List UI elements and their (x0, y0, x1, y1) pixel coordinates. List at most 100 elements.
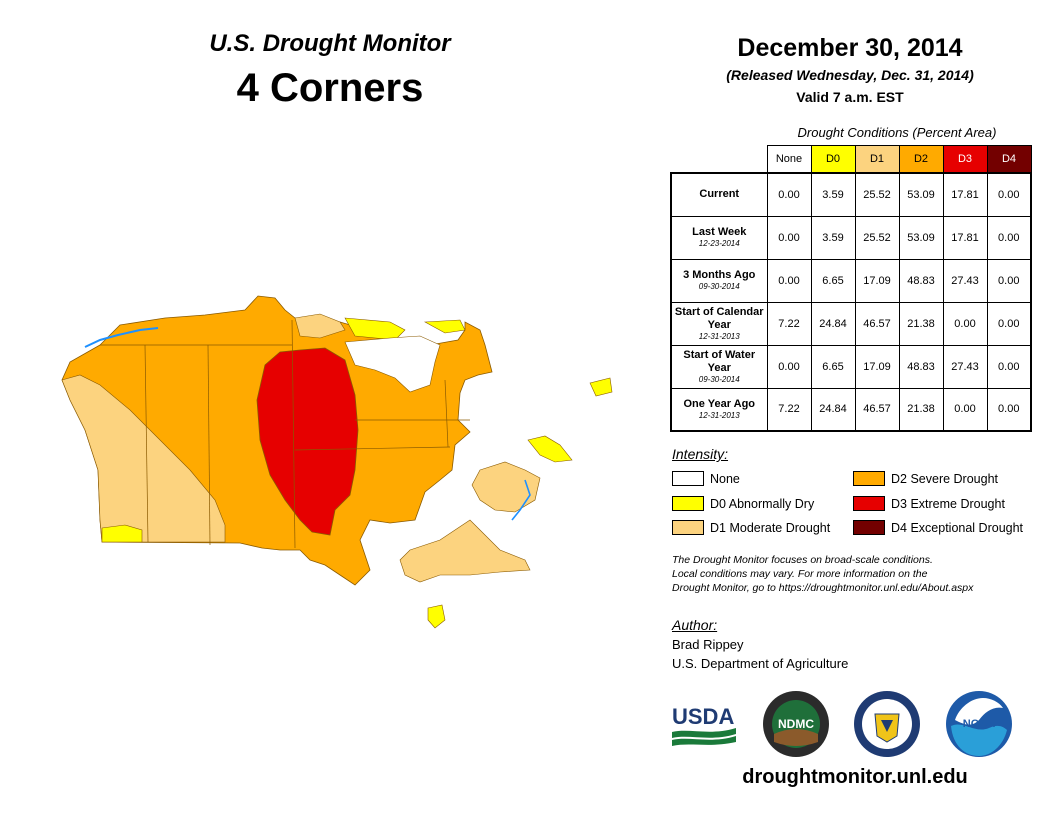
table-cell: 0.00 (766, 258, 812, 303)
region-title: 4 Corners (236, 66, 424, 110)
map-title: U.S. Drought Monitor (209, 30, 451, 57)
table-cell: 25.52 (854, 215, 900, 260)
legend-label: D4 Exceptional Drought (891, 521, 1024, 535)
table-row: 3 Months Ago 09-30-2014 0.00 6.65 17.09 4… (670, 258, 1032, 303)
noaa-logo: NOAA (946, 691, 1012, 757)
release-note: (Released Wednesday, Dec. 31, 2014) (726, 67, 974, 83)
table-cell: 6.65 (810, 258, 856, 303)
table-cell: 17.09 (854, 344, 900, 389)
site-url[interactable]: droughtmonitor.unl.edu (742, 766, 968, 788)
table-cell: 0.00 (766, 215, 812, 260)
table-header-row: None D0 D1 D2 D3 D4 (671, 145, 1032, 174)
map-region-d0-north2 (423, 319, 466, 334)
drought-stats-table: None D0 D1 D2 D3 D4 Current 0.00 3.59 25… (670, 145, 1032, 432)
legend-label: D2 Severe Drought (891, 472, 999, 486)
author-organization: U.S. Department of Agriculture (672, 656, 849, 671)
table-cell: 7.22 (766, 301, 812, 346)
legend-title: Intensity: (672, 446, 729, 462)
table-cell: 25.52 (854, 172, 900, 217)
row-date: 12-23-2014 (698, 239, 740, 248)
table-cell: 0.00 (986, 301, 1032, 346)
valid-time: Valid 7 a.m. EST (796, 89, 904, 105)
noaa-logo-text: NOAA (963, 718, 995, 730)
legend-swatch (672, 520, 704, 535)
column-header-d0: D0 (810, 145, 856, 174)
map-region-d1-west (61, 374, 226, 543)
table-cell: 0.00 (766, 344, 812, 389)
column-header-d4: D4 (986, 145, 1032, 174)
row-label-text: One Year Ago (683, 397, 756, 410)
table-cell: 17.09 (854, 258, 900, 303)
drought-map (61, 295, 613, 629)
map-region-d0-north (344, 317, 406, 341)
table-cell: 0.00 (986, 387, 1032, 432)
row-label: Last Week 12-23-2014 (670, 215, 768, 260)
row-label: Start of Water Year 09-30-2014 (670, 344, 768, 389)
column-header-none: None (766, 145, 812, 174)
table-row: Start of Water Year 09-30-2014 0.00 6.65 … (670, 344, 1032, 389)
table-row: One Year Ago 12-31-2013 7.22 24.84 46.57 … (670, 387, 1032, 432)
table-cell: 0.00 (986, 344, 1032, 389)
table-cell: 27.43 (942, 258, 988, 303)
table-cell: 21.38 (898, 387, 944, 432)
column-header-d2: D2 (898, 145, 944, 174)
legend-label: D3 Extreme Drought (891, 497, 1005, 511)
row-label-text: Current (699, 188, 740, 201)
column-header-d1: D1 (854, 145, 900, 174)
column-header-d3: D3 (942, 145, 988, 174)
table-cell: 46.57 (854, 301, 900, 346)
row-label: 3 Months Ago 09-30-2014 (670, 258, 768, 303)
row-label: One Year Ago 12-31-2013 (670, 387, 768, 432)
map-region-d3 (256, 347, 359, 536)
row-date: 12-31-2013 (698, 410, 740, 420)
table-cell: 53.09 (898, 215, 944, 260)
table-corner (671, 146, 767, 174)
table-cell: 21.38 (898, 301, 944, 346)
table-cell: 48.83 (898, 258, 944, 303)
table-cell: 0.00 (942, 387, 988, 432)
table-cell: 46.57 (854, 387, 900, 432)
map-region-d0-south (427, 604, 446, 629)
legend-label: None (710, 472, 740, 486)
table-cell: 24.84 (810, 301, 856, 346)
legend-swatch (672, 471, 704, 486)
usda-logo: USDA (672, 704, 736, 746)
table-row: Last Week 12-23-2014 0.00 3.59 25.52 53.0… (670, 215, 1032, 260)
table-cell: 0.00 (942, 301, 988, 346)
row-date: 09-30-2014 (698, 374, 740, 384)
row-label-text: Last Week (692, 226, 747, 238)
table-cell: 17.81 (942, 172, 988, 217)
map-date: December 30, 2014 (737, 34, 963, 62)
table-row: Current 0.00 3.59 25.52 53.09 17.81 0.00 (670, 172, 1032, 217)
disclaimer-line: The Drought Monitor focuses on broad-sca… (672, 554, 933, 566)
disclaimer-line: Drought Monitor, go to https://droughtmo… (672, 582, 974, 594)
table-cell: 48.83 (898, 344, 944, 389)
table-cell: 0.00 (766, 172, 812, 217)
table-cell: 53.09 (898, 172, 944, 217)
table-cell: 7.22 (766, 387, 812, 432)
legend-label: D1 Moderate Drought (710, 521, 831, 535)
map-river-east (511, 479, 531, 521)
row-label-text: Start of Calendar Year (674, 305, 764, 331)
map-region-d1-se (471, 461, 541, 513)
row-date: 09-30-2014 (698, 282, 740, 291)
author-name: Brad Rippey (672, 637, 744, 652)
legend-swatch (853, 471, 885, 486)
legend-label: D0 Abnormally Dry (710, 497, 815, 511)
disclaimer: The Drought Monitor focuses on broad-sca… (672, 553, 1042, 595)
table-cell: 3.59 (810, 215, 856, 260)
map-boundaries (100, 319, 470, 549)
ndmc-logo: NDMC (763, 691, 829, 757)
legend-swatch (853, 520, 885, 535)
legend-swatch (672, 496, 704, 511)
table-cell: 3.59 (810, 172, 856, 217)
map-region-d1-north (294, 313, 346, 339)
table-row: Start of Calendar Year 12-31-2013 7.22 24… (670, 301, 1032, 346)
row-label: Start of Calendar Year 12-31-2013 (670, 301, 768, 346)
table-cell: 24.84 (810, 387, 856, 432)
map-region-none (344, 335, 441, 393)
table-cell: 6.65 (810, 344, 856, 389)
map-river (84, 327, 159, 348)
map-region-d0-sw (101, 524, 143, 543)
disclaimer-line: Local conditions may vary. For more info… (672, 568, 928, 580)
